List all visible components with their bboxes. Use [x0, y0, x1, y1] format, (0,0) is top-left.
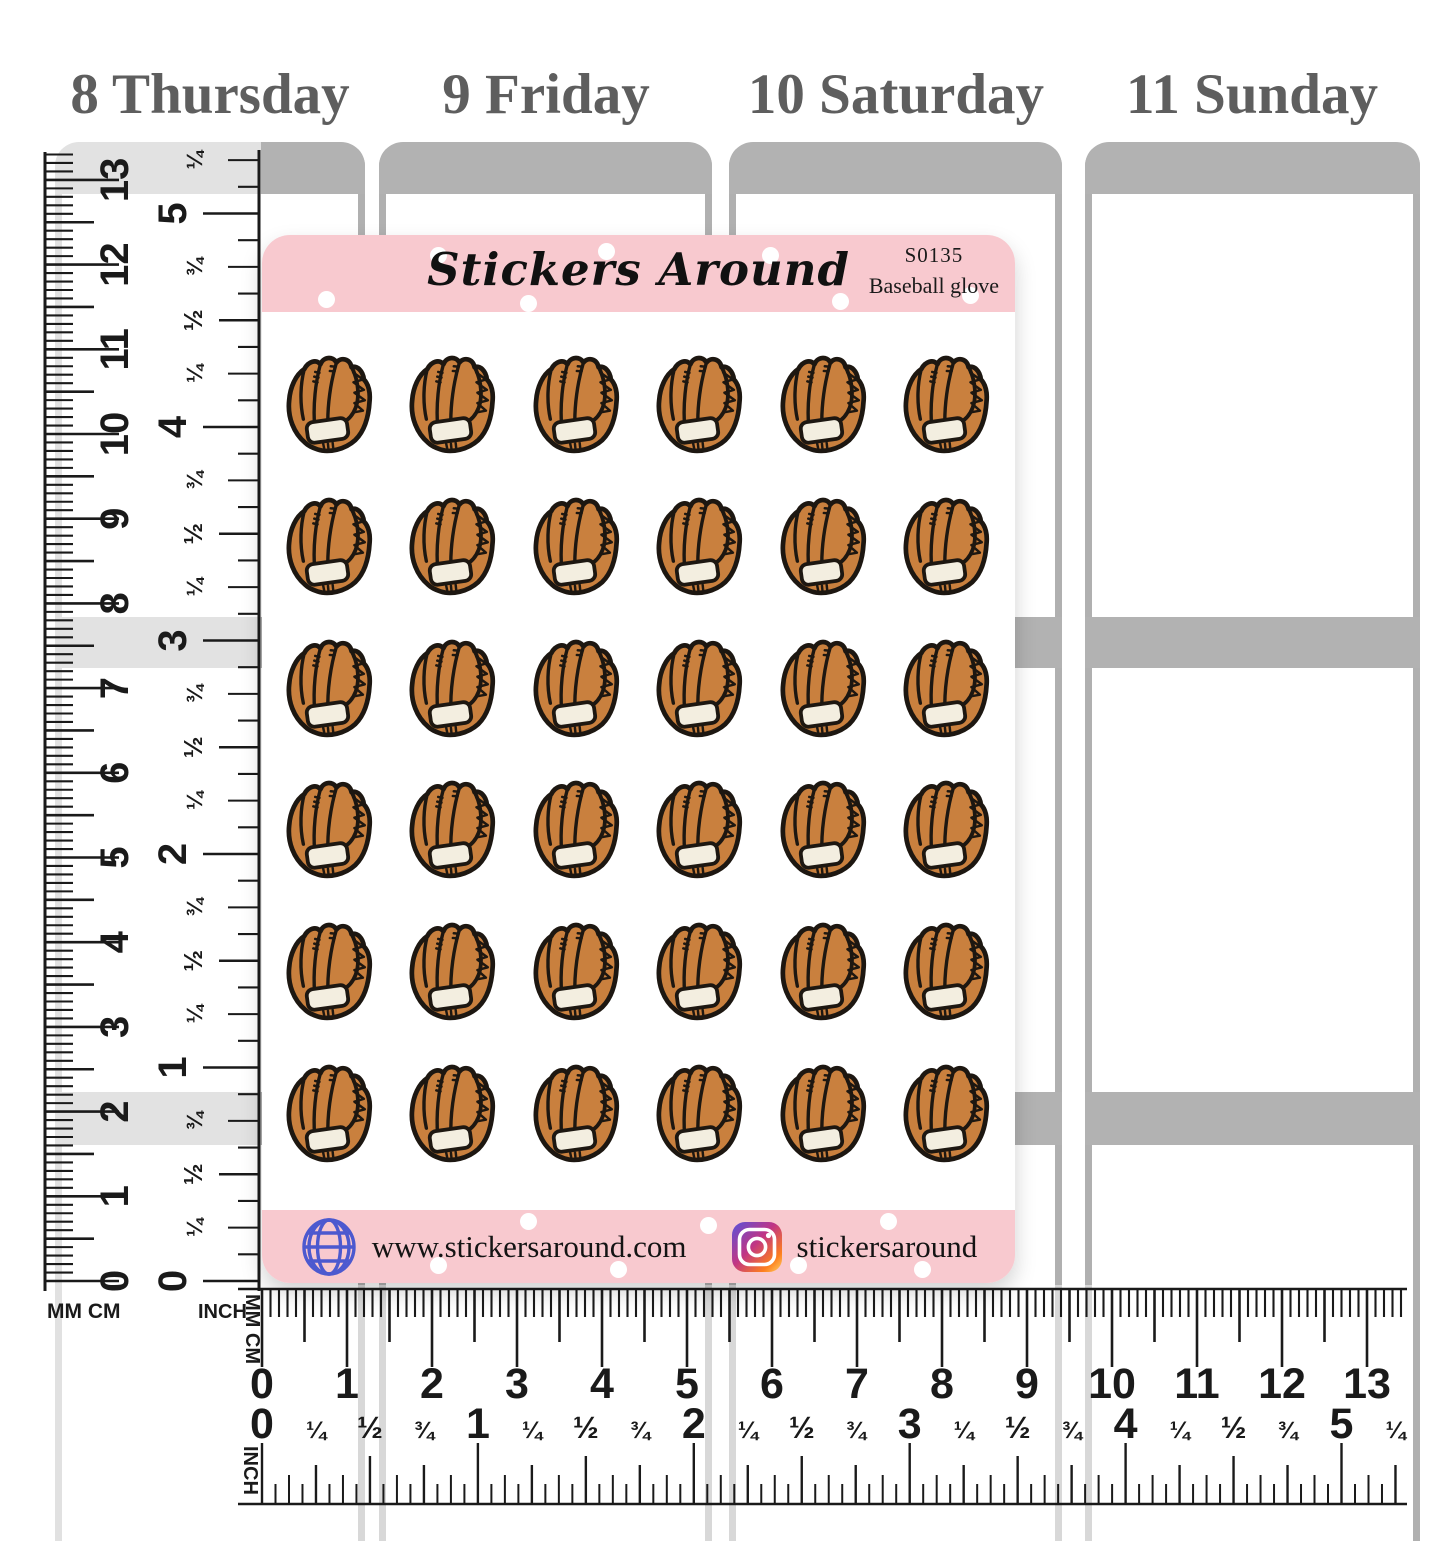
instagram-handle: stickersaround — [796, 1229, 978, 1264]
baseball-glove-sticker — [651, 353, 743, 457]
polka-dot — [914, 1261, 931, 1278]
baseball-glove-sticker — [775, 495, 867, 599]
column-divider-band — [1085, 617, 1420, 668]
polka-dot — [598, 243, 615, 260]
baseball-glove-sticker — [898, 637, 990, 741]
polka-dot — [832, 293, 849, 310]
day-header-friday: 9 Friday — [442, 63, 650, 126]
baseball-glove-sticker — [528, 495, 620, 599]
product-code: S0135 — [904, 243, 964, 267]
day-header-sunday: 11 Sunday — [1126, 63, 1378, 126]
baseball-glove-sticker — [404, 920, 496, 1024]
baseball-glove-sticker — [775, 920, 867, 1024]
baseball-glove-sticker — [404, 495, 496, 599]
polka-dot — [318, 291, 335, 308]
product-code-block: S0135 Baseball glove — [869, 243, 999, 299]
baseball-glove-sticker — [281, 353, 373, 457]
day-header-saturday: 10 Saturday — [747, 63, 1045, 126]
column-border — [1055, 142, 1062, 1541]
baseball-glove-sticker — [528, 637, 620, 741]
baseball-glove-sticker — [281, 637, 373, 741]
column-header-band — [729, 142, 1062, 194]
baseball-glove-sticker — [651, 637, 743, 741]
column-header-band — [1085, 142, 1420, 194]
baseball-glove-sticker — [651, 778, 743, 882]
brand-logo-text: Stickers Around — [427, 243, 850, 296]
baseball-glove-sticker — [404, 353, 496, 457]
polka-dot — [610, 1261, 627, 1278]
sheet-header-strip — [262, 235, 1015, 312]
baseball-glove-sticker — [404, 778, 496, 882]
baseball-glove-sticker — [898, 1062, 990, 1166]
polka-dot — [430, 247, 447, 264]
polka-dot — [962, 287, 979, 304]
baseball-glove-sticker — [404, 637, 496, 741]
product-name: Baseball glove — [868, 273, 999, 298]
polka-dot — [520, 1213, 537, 1230]
baseball-glove-sticker — [281, 920, 373, 1024]
baseball-glove-sticker — [281, 778, 373, 882]
baseball-glove-sticker — [404, 1062, 496, 1166]
baseball-glove-sticker — [775, 1062, 867, 1166]
baseball-glove-sticker — [898, 778, 990, 882]
baseball-glove-sticker — [898, 920, 990, 1024]
day-header-thursday: 8 Thursday — [70, 63, 350, 126]
baseball-glove-sticker — [528, 920, 620, 1024]
polka-dot — [520, 295, 537, 312]
baseball-glove-sticker — [775, 353, 867, 457]
polka-dot — [880, 1213, 897, 1230]
column-header-band — [379, 142, 712, 194]
website-url: www.stickersaround.com — [371, 1229, 687, 1264]
baseball-glove-sticker — [281, 495, 373, 599]
baseball-glove-sticker — [775, 778, 867, 882]
column-divider-band — [1085, 1092, 1420, 1145]
polka-dot — [790, 1257, 807, 1274]
baseball-glove-sticker — [528, 1062, 620, 1166]
polka-dot — [700, 1217, 717, 1234]
horizontal-ruler-body — [222, 1285, 1412, 1541]
baseball-glove-sticker — [898, 495, 990, 599]
polka-dot — [430, 1257, 447, 1274]
baseball-glove-sticker — [528, 778, 620, 882]
instagram-icon — [731, 1221, 783, 1273]
globe-icon — [300, 1217, 358, 1277]
baseball-glove-sticker — [651, 1062, 743, 1166]
baseball-glove-sticker — [651, 495, 743, 599]
baseball-glove-sticker — [281, 1062, 373, 1166]
polka-dot — [762, 247, 779, 264]
sheet-footer-row: www.stickersaround.com — [262, 1217, 1015, 1277]
baseball-glove-sticker — [651, 920, 743, 1024]
baseball-glove-sticker — [898, 353, 990, 457]
baseball-glove-sticker — [775, 637, 867, 741]
sticker-sheet: Stickers Around S0135 Baseball glove — [262, 235, 1015, 1283]
column-border — [1085, 142, 1092, 1541]
baseball-glove-sticker — [528, 353, 620, 457]
column-border — [1413, 142, 1420, 1541]
